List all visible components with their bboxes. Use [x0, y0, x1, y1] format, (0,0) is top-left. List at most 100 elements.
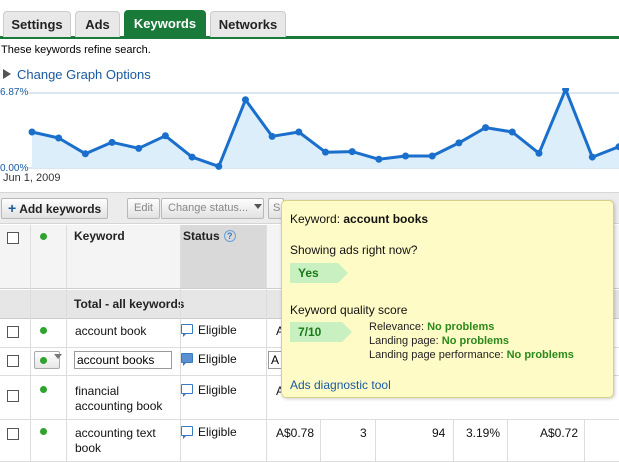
- speech-bubble-icon[interactable]: [181, 353, 193, 366]
- quality-score-badge: 7/10: [290, 322, 352, 342]
- bid-cell: A: [276, 324, 285, 338]
- keyword-cell-line2[interactable]: book: [75, 441, 102, 455]
- chart-point[interactable]: [81, 150, 89, 158]
- performance-chart: [0, 88, 619, 170]
- status-label: Eligible: [198, 323, 237, 337]
- quality-score-label: Keyword quality score: [290, 303, 408, 317]
- chart-point[interactable]: [588, 153, 596, 161]
- showing-ads-badge: Yes: [290, 263, 348, 283]
- chevron-down-icon: [54, 354, 62, 359]
- tab-networks[interactable]: Networks: [210, 11, 286, 37]
- chart-point[interactable]: [402, 152, 410, 160]
- column-divider: [584, 420, 585, 462]
- status-column-label: Status: [183, 229, 220, 243]
- chart-point[interactable]: [482, 124, 490, 132]
- add-keywords-button[interactable]: + Add keywords: [1, 198, 109, 219]
- change-graph-options-label[interactable]: Change Graph Options: [17, 67, 151, 82]
- column-divider: [66, 225, 67, 462]
- chart-point[interactable]: [375, 155, 383, 163]
- chart-point[interactable]: [241, 96, 249, 104]
- table-row: [0, 420, 619, 462]
- row-checkbox[interactable]: [7, 428, 19, 440]
- popup-keyword-value: account books: [343, 212, 429, 226]
- chart-point[interactable]: [28, 128, 36, 136]
- status-cell: Eligible: [181, 383, 237, 397]
- x-axis-start-label: Jun 1, 2009: [3, 172, 61, 184]
- speech-bubble-icon[interactable]: [181, 384, 193, 397]
- row-checkbox[interactable]: [7, 326, 19, 338]
- relevance-line: Relevance: No problems: [369, 321, 494, 333]
- chart-point[interactable]: [428, 152, 436, 160]
- status-cell: Eligible: [181, 352, 237, 366]
- help-icon[interactable]: ?: [223, 230, 236, 242]
- column-divider: [507, 420, 508, 462]
- column-divider: [320, 420, 321, 462]
- edit-button[interactable]: Edit: [127, 198, 160, 219]
- landing-performance-value: No problems: [506, 349, 574, 361]
- status-select[interactable]: [34, 351, 62, 369]
- status-label: Eligible: [198, 352, 237, 366]
- clicks-cell: 3: [360, 426, 367, 440]
- ads-diagnostic-tool-link[interactable]: Ads diagnostic tool: [290, 378, 391, 392]
- chart-point[interactable]: [615, 143, 619, 151]
- select-all-checkbox[interactable]: [7, 232, 19, 244]
- status-column-header[interactable]: Status?: [183, 229, 236, 243]
- landing-performance-label: Landing page performance:: [369, 349, 504, 361]
- chart-point[interactable]: [535, 149, 543, 157]
- bid-edit-field[interactable]: A: [268, 351, 282, 369]
- bid-cell[interactable]: A$0.78: [276, 426, 315, 440]
- speech-bubble-icon[interactable]: [181, 426, 193, 439]
- column-divider: [30, 225, 31, 462]
- chart-point[interactable]: [55, 134, 63, 142]
- enabled-dot-icon: [40, 357, 47, 364]
- popup-keyword-line: Keyword: account books: [290, 212, 428, 226]
- avg-cpc-cell: A$0.72: [540, 426, 579, 440]
- showing-ads-value: Yes: [298, 266, 319, 280]
- chart-point[interactable]: [295, 128, 303, 136]
- chart-point[interactable]: [322, 148, 329, 156]
- status-cell: Eligible: [181, 323, 237, 337]
- row-checkbox[interactable]: [7, 355, 19, 367]
- chart-point[interactable]: [268, 132, 276, 140]
- total-row-label: Total - all keywords: [74, 297, 185, 311]
- keyword-edit-field[interactable]: account books: [74, 351, 172, 369]
- change-status-dropdown[interactable]: Change status...: [161, 198, 264, 219]
- landing-performance-line: Landing page performance: No problems: [369, 349, 574, 361]
- y-axis-min-label: 0.00%: [0, 163, 29, 174]
- chart-point[interactable]: [348, 148, 356, 156]
- showing-ads-label: Showing ads right now?: [290, 243, 418, 257]
- chart-point[interactable]: [188, 153, 196, 161]
- y-axis-max-label: 6.87%: [0, 87, 29, 98]
- row-checkbox[interactable]: [7, 390, 19, 402]
- chevron-down-icon: [254, 204, 263, 209]
- keyword-cell-line1[interactable]: financial: [75, 384, 120, 398]
- chart-point[interactable]: [161, 132, 169, 140]
- plus-icon: +: [8, 200, 17, 216]
- keyword-column-header[interactable]: Keyword: [74, 229, 125, 243]
- keyword-cell-line2[interactable]: accounting book: [75, 399, 163, 413]
- relevance-label: Relevance:: [369, 321, 425, 333]
- change-graph-options-link[interactable]: Change Graph Options: [3, 67, 151, 82]
- chart-point[interactable]: [455, 139, 463, 147]
- quality-score-value: 7/10: [298, 325, 322, 339]
- change-status-label: Change status...: [168, 202, 249, 214]
- keyword-cell[interactable]: account book: [75, 324, 147, 338]
- landing-page-line: Landing page: No problems: [369, 335, 509, 347]
- tab-keywords[interactable]: Keywords: [124, 10, 206, 39]
- speech-bubble-icon[interactable]: [181, 324, 193, 337]
- chart-point[interactable]: [508, 128, 516, 136]
- chart-point[interactable]: [562, 88, 570, 93]
- relevance-value: No problems: [427, 321, 495, 333]
- tab-ads[interactable]: Ads: [75, 11, 120, 37]
- chart-points: [28, 88, 619, 170]
- tab-settings[interactable]: Settings: [3, 11, 71, 37]
- chart-point[interactable]: [135, 144, 143, 152]
- table-header-status: [180, 225, 266, 289]
- chart-point[interactable]: [108, 138, 116, 146]
- chart-point[interactable]: [215, 162, 223, 170]
- column-divider: [266, 225, 267, 462]
- enabled-dot-icon: [40, 327, 47, 334]
- add-keywords-label: Add keywords: [19, 202, 102, 216]
- expand-triangle-icon: [3, 69, 11, 79]
- keyword-cell-line1[interactable]: accounting text: [75, 426, 156, 440]
